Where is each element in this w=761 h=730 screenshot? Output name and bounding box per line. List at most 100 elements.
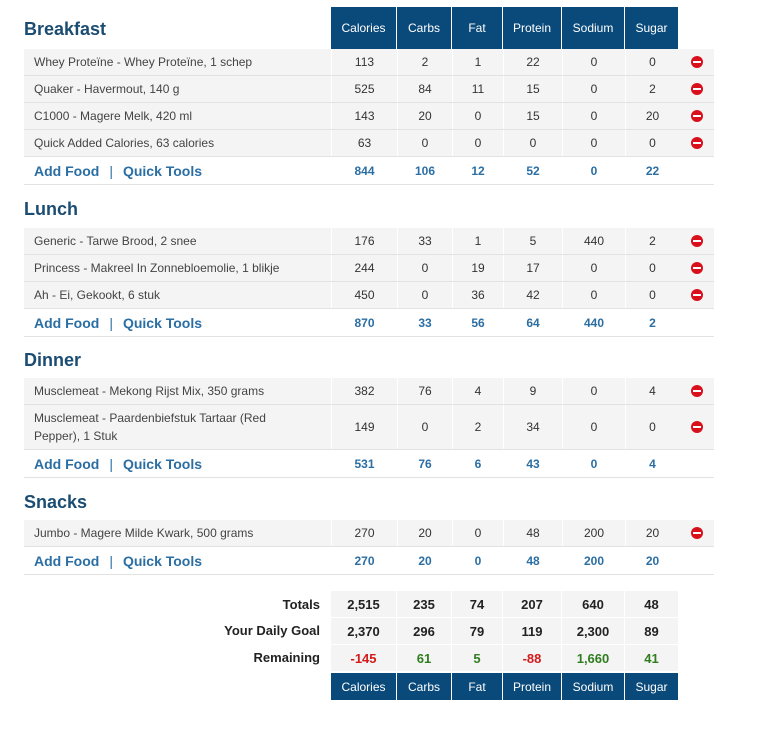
- protein-value: 9: [503, 378, 562, 404]
- link-separator: |: [109, 162, 113, 179]
- meal-totals-row: Add Food | Quick Tools 270 20 0 48 200 20: [24, 547, 714, 575]
- sugar-value: 20: [625, 520, 679, 546]
- meal-title-lunch: Lunch: [24, 199, 78, 219]
- sodium-total: 200: [583, 553, 605, 568]
- delete-button[interactable]: [679, 130, 714, 156]
- fat-total: 6: [474, 456, 482, 471]
- meal-title-dinner: Dinner: [24, 350, 82, 370]
- add-food-link[interactable]: Add Food: [34, 552, 100, 569]
- delete-icon[interactable]: [690, 110, 703, 122]
- calories-total: 870: [354, 315, 375, 330]
- delete-icon[interactable]: [690, 527, 703, 539]
- sodium-total: 440: [583, 315, 605, 330]
- link-separator: |: [109, 552, 113, 569]
- delete-icon[interactable]: [690, 385, 703, 397]
- delete-icon[interactable]: [690, 421, 703, 433]
- delete-icon[interactable]: [690, 235, 703, 247]
- delete-button[interactable]: [679, 405, 714, 449]
- carbs-value: 20: [397, 520, 452, 546]
- protein-total: 64: [526, 315, 540, 330]
- delete-button[interactable]: [679, 520, 714, 546]
- food-name[interactable]: Musclemeat - Paardenbiefstuk Tartaar (Re…: [34, 411, 266, 443]
- fat-value: 0: [452, 103, 503, 129]
- delete-button[interactable]: [679, 282, 714, 308]
- delete-button[interactable]: [679, 378, 714, 404]
- food-row[interactable]: Musclemeat - Mekong Rijst Mix, 350 grams…: [24, 378, 714, 405]
- remaining-protein: -88: [503, 645, 562, 671]
- sugar-value: 2: [625, 228, 679, 254]
- sodium-total: 0: [590, 456, 598, 471]
- protein-value: 15: [503, 103, 562, 129]
- goal-sugar: 89: [625, 618, 679, 644]
- delete-icon[interactable]: [690, 56, 703, 68]
- protein-value: 48: [503, 520, 562, 546]
- meal-totals-row: Add Food | Quick Tools 531 76 6 43 0 4: [24, 450, 714, 478]
- quick-tools-link[interactable]: Quick Tools: [122, 314, 203, 331]
- quick-tools-link[interactable]: Quick Tools: [122, 552, 203, 569]
- carbs-value: 0: [397, 130, 452, 156]
- total-sodium: 640: [562, 591, 625, 617]
- calories-value: 149: [331, 405, 397, 449]
- total-sugar: 48: [625, 591, 679, 617]
- food-name[interactable]: Whey Proteïne - Whey Proteïne, 1 schep: [34, 55, 253, 69]
- add-food-link[interactable]: Add Food: [34, 314, 100, 331]
- daily-goal-label: Your Daily Goal: [224, 623, 320, 638]
- quick-tools-link[interactable]: Quick Tools: [122, 455, 203, 472]
- food-row[interactable]: Whey Proteïne - Whey Proteïne, 1 schep 1…: [24, 49, 714, 76]
- meal-totals-row: Add Food | Quick Tools 870 33 56 64 440 2: [24, 309, 714, 337]
- col-calories: Calories: [331, 673, 397, 700]
- food-name[interactable]: Generic - Tarwe Brood, 2 snee: [34, 234, 197, 248]
- food-name[interactable]: Ah - Ei, Gekookt, 6 stuk: [34, 288, 161, 302]
- column-header-top: Calories Carbs Fat Protein Sodium Sugar: [331, 7, 679, 49]
- sugar-value: 2: [625, 76, 679, 102]
- remaining-row: -145 61 5 -88 1,660 41: [331, 645, 679, 671]
- delete-button[interactable]: [679, 103, 714, 129]
- col-carbs: Carbs: [397, 7, 452, 49]
- food-name[interactable]: Musclemeat - Mekong Rijst Mix, 350 grams: [34, 384, 265, 398]
- food-row[interactable]: Princess - Makreel In Zonnebloemolie, 1 …: [24, 255, 714, 282]
- sodium-value: 0: [562, 49, 625, 75]
- calories-value: 176: [331, 228, 397, 254]
- delete-button[interactable]: [679, 255, 714, 281]
- add-food-link[interactable]: Add Food: [34, 162, 100, 179]
- food-name[interactable]: Princess - Makreel In Zonnebloemolie, 1 …: [34, 261, 280, 275]
- food-row[interactable]: Quick Added Calories, 63 calories 63 0 0…: [24, 130, 714, 157]
- food-name[interactable]: C1000 - Magere Melk, 420 ml: [34, 109, 193, 123]
- delete-icon[interactable]: [690, 137, 703, 149]
- calories-value: 63: [331, 130, 397, 156]
- delete-button[interactable]: [679, 49, 714, 75]
- food-name[interactable]: Jumbo - Magere Milde Kwark, 500 grams: [34, 526, 254, 540]
- food-name[interactable]: Quick Added Calories, 63 calories: [34, 136, 215, 150]
- totals-label: Totals: [282, 597, 320, 612]
- meal-title-breakfast: Breakfast: [24, 19, 107, 39]
- daily-goal-row: 2,370 296 79 119 2,300 89: [331, 618, 679, 644]
- daily-totals-row: 2,515 235 74 207 640 48: [331, 591, 679, 617]
- delete-button[interactable]: [679, 76, 714, 102]
- delete-icon[interactable]: [690, 262, 703, 274]
- fat-value: 4: [452, 378, 503, 404]
- quick-tools-link[interactable]: Quick Tools: [122, 162, 203, 179]
- food-row[interactable]: Musclemeat - Paardenbiefstuk Tartaar (Re…: [24, 405, 714, 450]
- food-name[interactable]: Quaker - Havermout, 140 g: [34, 82, 180, 96]
- delete-icon[interactable]: [690, 289, 703, 301]
- food-row[interactable]: Ah - Ei, Gekookt, 6 stuk 450 0 36 42 0 0: [24, 282, 714, 309]
- col-sodium: Sodium: [562, 673, 625, 700]
- food-row[interactable]: Generic - Tarwe Brood, 2 snee 176 33 1 5…: [24, 228, 714, 255]
- food-row[interactable]: Quaker - Havermout, 140 g 525 84 11 15 0…: [24, 76, 714, 103]
- delete-icon[interactable]: [690, 83, 703, 95]
- food-row[interactable]: Jumbo - Magere Milde Kwark, 500 grams 27…: [24, 520, 714, 547]
- col-calories: Calories: [331, 7, 397, 49]
- delete-button[interactable]: [679, 228, 714, 254]
- food-row[interactable]: C1000 - Magere Melk, 420 ml 143 20 0 15 …: [24, 103, 714, 130]
- sugar-total: 20: [645, 553, 660, 568]
- sodium-value: 0: [562, 103, 625, 129]
- fat-value: 2: [452, 405, 503, 449]
- total-fat: 74: [452, 591, 503, 617]
- meal-actions: Add Food | Quick Tools: [24, 309, 331, 336]
- goal-carbs: 296: [397, 618, 452, 644]
- protein-total: 43: [526, 456, 540, 471]
- sodium-value: 0: [562, 130, 625, 156]
- add-food-link[interactable]: Add Food: [34, 455, 100, 472]
- protein-value: 22: [503, 49, 562, 75]
- calories-value: 113: [331, 49, 397, 75]
